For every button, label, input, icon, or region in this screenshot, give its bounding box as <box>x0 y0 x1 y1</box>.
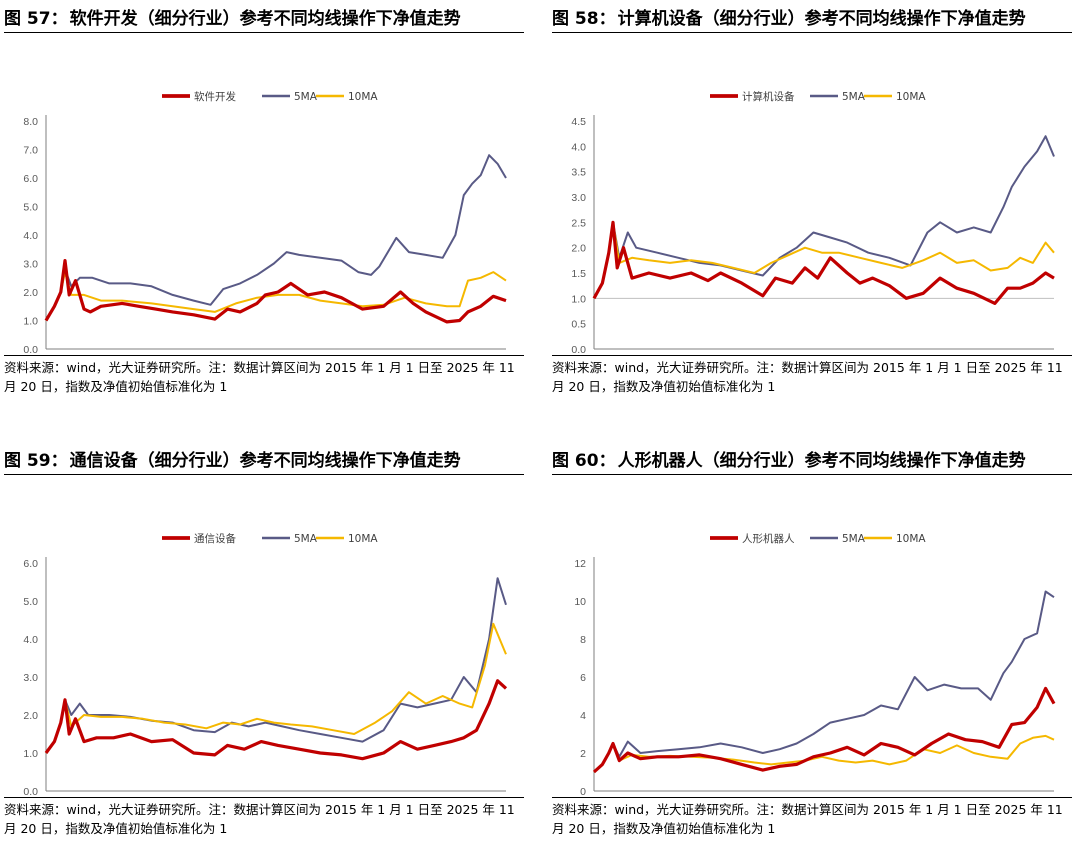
figure-title-text: 软件开发（细分行业）参考不同均线操作下净值走势 <box>69 9 461 29</box>
y-tick-label: 1.0 <box>23 748 38 760</box>
series-line-ma10 <box>593 221 1055 299</box>
figure-58-panel: 图 58： 计算机设备（细分行业）参考不同均线操作下净值走势 计算机设备 5MA 10… <box>552 6 1072 398</box>
y-tick-label: 0.0 <box>571 344 586 355</box>
line-chart: 通信设备5MA10MA0.01.02.03.04.05.06.02015-01-… <box>23 532 508 797</box>
legend-label-ma10: 10MA <box>896 91 926 103</box>
y-tick-label: 5.0 <box>23 596 38 608</box>
legend-label-ma5: 5MA <box>294 91 318 103</box>
y-tick-label: 2.5 <box>571 217 586 229</box>
figure-title: 图 60： 人形机器人（细分行业）参考不同均线操作下净值走势 <box>552 448 1072 475</box>
legend: 软件开发 5MA 10MA <box>162 90 378 103</box>
legend-label-ma5: 5MA <box>842 533 866 545</box>
y-tick-label: 2 <box>580 748 586 760</box>
figure-label: 图 59： <box>4 451 68 471</box>
y-tick-label: 0.5 <box>571 319 586 331</box>
y-tick-label: 6 <box>580 672 586 684</box>
legend-label-index: 计算机设备 <box>742 90 795 103</box>
legend: 计算机设备 5MA 10MA <box>710 90 926 103</box>
y-tick-label: 1.5 <box>571 268 586 280</box>
figure-59-panel: 图 59： 通信设备（细分行业）参考不同均线操作下净值走势 通信设备 5MA 10MA… <box>4 448 524 840</box>
y-tick-label: 2.0 <box>23 710 38 722</box>
series-line-ma5 <box>593 590 1055 773</box>
y-tick-label: 1.0 <box>23 316 38 328</box>
figure-title-text: 人形机器人（细分行业）参考不同均线操作下净值走势 <box>617 451 1026 471</box>
source-note-line1: 资料来源：wind，光大证券研究所。注：数据计算区间为 2015 年 1 月 1… <box>552 360 1063 375</box>
line-chart: 计算机设备 5MA 10MA 0.0 0.5 1.0 1.5 2.0 2.5 3.0 3.5 4.0 4… <box>571 90 1055 355</box>
y-tick-label: 8.0 <box>23 116 38 128</box>
source-note-line2: 月 20 日，指数及净值初始值标准化为 1 <box>552 821 776 836</box>
figure-title-text: 计算机设备（细分行业）参考不同均线操作下净值走势 <box>617 9 1026 29</box>
y-tick-label: 0.0 <box>23 344 38 355</box>
series-line-ma5 <box>45 577 507 754</box>
source-note-line1: 资料来源：wind，光大证券研究所。注：数据计算区间为 2015 年 1 月 1… <box>4 360 515 375</box>
series-line-ma10 <box>45 622 507 754</box>
figure-title: 图 57： 软件开发（细分行业）参考不同均线操作下净值走势 <box>4 6 524 33</box>
source-note-line2: 月 20 日，指数及净值初始值标准化为 1 <box>4 379 228 394</box>
source-note: 资料来源：wind，光大证券研究所。注：数据计算区间为 2015 年 1 月 1… <box>552 355 1072 398</box>
figure-title: 图 58： 计算机设备（细分行业）参考不同均线操作下净值走势 <box>552 6 1072 33</box>
y-tick-label: 3.0 <box>571 192 586 204</box>
y-tick-label: 2.0 <box>571 243 586 255</box>
legend-label-index: 软件开发 <box>194 90 236 103</box>
figure-57-panel: 图 57： 软件开发（细分行业）参考不同均线操作下净值走势 软件开发 5MA 10MA… <box>4 6 524 398</box>
y-tick-label: 10 <box>574 596 586 608</box>
figure-60-panel: 图 60： 人形机器人（细分行业）参考不同均线操作下净值走势 人形机器人 5MA 10… <box>552 448 1072 840</box>
legend-label-ma5: 5MA <box>294 533 318 545</box>
figure-label: 图 57： <box>4 9 68 29</box>
y-tick-label: 4 <box>580 710 586 722</box>
y-tick-label: 3.0 <box>23 672 38 684</box>
y-tick-label: 4.0 <box>571 141 586 153</box>
source-note-line1: 资料来源：wind，光大证券研究所。注：数据计算区间为 2015 年 1 月 1… <box>552 802 1063 817</box>
legend-label-index: 通信设备 <box>194 532 236 545</box>
figure-title: 图 59： 通信设备（细分行业）参考不同均线操作下净值走势 <box>4 448 524 475</box>
y-tick-label: 3.5 <box>571 167 586 179</box>
y-tick-label: 2.0 <box>23 287 38 299</box>
y-tick-label: 1.0 <box>571 293 586 305</box>
legend: 通信设备 5MA 10MA <box>162 532 378 545</box>
legend-label-ma10: 10MA <box>348 91 378 103</box>
y-tick-label: 4.0 <box>23 634 38 646</box>
figure-label: 图 60： <box>552 451 616 471</box>
y-tick-label: 12 <box>574 558 586 570</box>
y-tick-label: 5.0 <box>23 202 38 214</box>
y-tick-label: 0 <box>580 786 586 797</box>
y-tick-label: 8 <box>580 634 586 646</box>
y-tick-label: 4.5 <box>571 116 586 128</box>
legend-label-ma10: 10MA <box>896 533 926 545</box>
source-note: 资料来源：wind，光大证券研究所。注：数据计算区间为 2015 年 1 月 1… <box>4 355 524 398</box>
legend: 人形机器人 5MA 10MA <box>710 532 926 545</box>
series-line-index <box>592 220 1055 305</box>
figure-title-text: 通信设备（细分行业）参考不同均线操作下净值走势 <box>69 451 461 471</box>
series-line-ma10 <box>45 271 507 322</box>
line-chart: 人形机器人5MA10MA0246810122015-01-092017-01-0… <box>574 532 1056 797</box>
y-tick-label: 6.0 <box>23 173 38 185</box>
source-note-line1: 资料来源：wind，光大证券研究所。注：数据计算区间为 2015 年 1 月 1… <box>4 802 515 817</box>
y-tick-label: 4.0 <box>23 230 38 242</box>
source-note-line2: 月 20 日，指数及净值初始值标准化为 1 <box>4 821 228 836</box>
y-tick-label: 3.0 <box>23 259 38 271</box>
y-tick-label: 0.0 <box>23 786 38 797</box>
legend-label-index: 人形机器人 <box>742 532 795 545</box>
legend-label-ma10: 10MA <box>348 533 378 545</box>
source-note-line2: 月 20 日，指数及净值初始值标准化为 1 <box>552 379 776 394</box>
y-tick-label: 7.0 <box>23 145 38 157</box>
legend-label-ma5: 5MA <box>842 91 866 103</box>
series-line-ma5 <box>593 135 1055 299</box>
series-line-index <box>44 259 507 324</box>
series-line-index <box>44 679 508 761</box>
y-tick-label: 6.0 <box>23 558 38 570</box>
figure-label: 图 58： <box>552 9 616 29</box>
series-line-ma5 <box>45 154 507 322</box>
series-line-index <box>592 686 1056 774</box>
source-note: 资料来源：wind，光大证券研究所。注：数据计算区间为 2015 年 1 月 1… <box>4 797 524 840</box>
line-chart: 软件开发5MA10MA0.01.02.03.04.05.06.07.08.020… <box>23 90 507 355</box>
source-note: 资料来源：wind，光大证券研究所。注：数据计算区间为 2015 年 1 月 1… <box>552 797 1072 840</box>
